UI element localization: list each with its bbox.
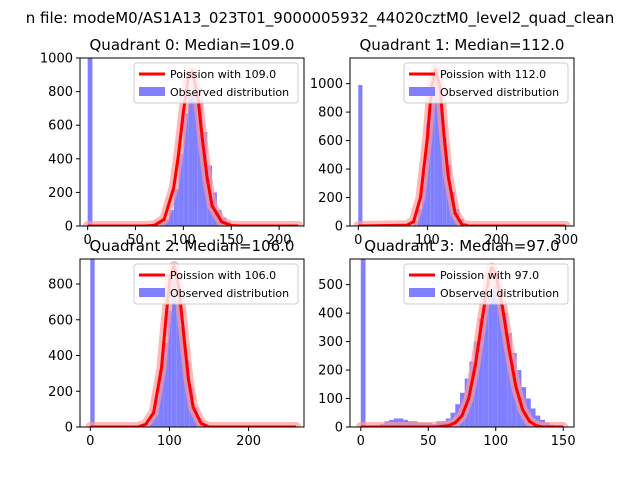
quadrant-0-legend-box (133, 62, 299, 104)
quadrant-1-observed-bar (434, 76, 439, 226)
quadrant-2-legend-bar-swatch (139, 288, 165, 297)
quadrant-0-y-tick-label: 0 (65, 220, 73, 235)
quadrant-2-legend: Poission with 106.0 Observed distribution (133, 263, 299, 305)
quadrant-2-observed-bar (180, 326, 185, 427)
quadrant-2-axes-frame (79, 258, 305, 428)
quadrant-3-legend: Poission with 97.0 Observed distribution (403, 263, 569, 305)
quadrant-1-legend-poisson-label: Poission with 112.0 (440, 68, 546, 81)
quadrant-1-y-tick-label: 800 (318, 106, 343, 121)
quadrant-2-legend-box (133, 263, 299, 305)
quadrant-1-panel: 0 100 200 300 0 200 400 600 800 1000 Quadrant 1: M… (310, 36, 578, 248)
quadrant-3-panel: 0 50 100 150 0 100 200 300 400 500 Quadrant 3: Med… (318, 237, 575, 449)
quadrant-0-x-tick-label: 0 (84, 233, 92, 248)
quadrant-1-y-tick-label: 1000 (310, 77, 343, 92)
quadrant-0-x-tick-label: 100 (171, 233, 196, 248)
quadrant-3-observed-bar (488, 290, 494, 427)
quadrant-0-panel: 0 50 100 150 200 0 200 400 600 800 1000 Quadrant 0:… (40, 36, 305, 248)
quadrant-2-y-tick-label: 0 (65, 421, 73, 436)
quadrant-3-x-tick-label: 50 (420, 434, 437, 449)
quadrant-1-x-tick-label: 200 (484, 233, 509, 248)
quadrant-3-y-tick-label: 500 (318, 278, 343, 293)
quadrant-0-observed-bar (183, 113, 189, 226)
quadrant-0-observed-bar (188, 91, 193, 226)
quadrant-1-y-tick-label: 600 (318, 134, 343, 149)
quadrant-0-legend-poisson-label: Poission with 109.0 (170, 68, 276, 81)
quadrant-2-x-tick-label: 100 (157, 434, 182, 449)
quadrant-1-observed-bar (430, 83, 435, 226)
quadrant-2-y-tick-label: 400 (48, 349, 73, 364)
quadrant-2-observed-bar (163, 343, 168, 427)
quadrant-1-y-tick-label: 200 (318, 191, 343, 206)
quadrant-0-y-tick-label: 400 (48, 152, 73, 167)
quadrant-0-legend-bar-swatch (139, 87, 165, 96)
quadrant-1-observed-bar (358, 85, 363, 226)
figure-suptitle: n file: modeM0/AS1A13_023T01_9000005932_… (26, 9, 615, 28)
quadrant-0-legend: Poission with 109.0 Observed distribution (133, 62, 299, 104)
quadrant-0-x-tick-label: 200 (267, 233, 292, 248)
quadrant-1-x-tick-label: 100 (415, 233, 440, 248)
quadrant-1-legend: Poission with 112.0 Observed distribution (403, 62, 569, 104)
quadrant-3-x-tick-label: 150 (551, 434, 576, 449)
quadrant-0-legend-observed-label: Observed distribution (170, 86, 289, 99)
quadrant-3-legend-box (403, 263, 569, 305)
quadrant-2-y-tick-label: 600 (48, 313, 73, 328)
quadrant-3-y-tick-label: 400 (318, 307, 343, 322)
quadrant-1-y-tick-label: 400 (318, 163, 343, 178)
quadrant-3-observed-bar (507, 333, 512, 427)
quadrant-1-legend-observed-label: Observed distribution (440, 86, 559, 99)
quadrant-3-y-tick-label: 300 (318, 335, 343, 350)
quadrant-3-y-tick-label: 0 (335, 421, 343, 436)
quadrant-2-panel: 0 100 200 0 200 400 600 800 Quadrant 2: Median=1… (48, 237, 305, 449)
quadrant-0-x-tick-label: 150 (219, 233, 244, 248)
quadrant-1-x-tick-label: 300 (553, 233, 578, 248)
quadrant-0-x-tick-label: 50 (127, 233, 144, 248)
quadrant-3-observed-bar (360, 259, 366, 427)
quadrant-2-legend-observed-label: Observed distribution (170, 287, 289, 300)
quadrant-1-y-tick-label: 0 (335, 220, 343, 235)
quadrant-2-observed-bar (171, 280, 177, 427)
quadrant-2-title: Quadrant 2: Median=106.0 (90, 237, 295, 255)
quadrant-0-title: Quadrant 0: Median=109.0 (90, 36, 295, 54)
quadrant-1-axes-frame (349, 57, 575, 227)
quadrant-0-axes-frame (79, 57, 305, 227)
quadrant-2-x-tick-label: 0 (86, 434, 94, 449)
quadrant-3-observed-bar (497, 298, 503, 427)
quadrant-3-observed-bar (483, 304, 489, 427)
quadrant-2-x-tick-label: 200 (236, 434, 261, 449)
quadrant-2-y-tick-label: 200 (48, 385, 73, 400)
quadrant-3-legend-poisson-label: Poission with 97.0 (440, 269, 539, 282)
quadrant-2-y-tick-label: 800 (48, 278, 73, 293)
quadrant-1-observed-bar (438, 95, 443, 226)
quadrant-0-observed-bar (87, 58, 93, 226)
quadrant-0-y-tick-label: 1000 (40, 52, 73, 67)
quadrant-2-legend-poisson-label: Poission with 106.0 (170, 269, 276, 282)
quadrant-0-observed-bar (178, 153, 184, 226)
quadrant-3-legend-bar-swatch (409, 288, 435, 297)
quadrant-2-observed-bar (90, 259, 95, 427)
quadrant-0-y-tick-label: 200 (48, 186, 73, 201)
quadrant-0-y-tick-label: 800 (48, 85, 73, 100)
quadrant-2-observed-bar (167, 310, 172, 427)
quadrant-3-observed-bar (478, 318, 484, 427)
quadrant-3-x-tick-label: 100 (483, 434, 508, 449)
quadrant-0-observed-bar (169, 210, 174, 226)
quadrant-0-observed-bar (173, 189, 179, 226)
quadrant-1-title: Quadrant 1: Median=112.0 (360, 36, 565, 54)
quadrant-1-legend-box (403, 62, 569, 104)
quadrant-3-y-tick-label: 100 (318, 392, 343, 407)
quadrant-2-observed-bar (176, 300, 181, 427)
quadrant-3-axes-frame (349, 258, 575, 428)
quadrant-0-y-tick-label: 600 (48, 119, 73, 134)
quadrant-3-y-tick-label: 200 (318, 364, 343, 379)
quadrant-3-observed-bar (493, 284, 498, 427)
quadrant-3-legend-observed-label: Observed distribution (440, 287, 559, 300)
quadrant-1-legend-bar-swatch (409, 87, 435, 96)
quadrant-1-x-tick-label: 0 (354, 233, 362, 248)
quadrant-3-x-tick-label: 0 (357, 434, 365, 449)
quadrant-0-observed-bar (197, 100, 203, 226)
quadrant-3-observed-bar (502, 313, 508, 427)
quadrant-3-title: Quadrant 3: Median=97.0 (364, 237, 559, 255)
quadrant-0-observed-bar (192, 83, 198, 226)
